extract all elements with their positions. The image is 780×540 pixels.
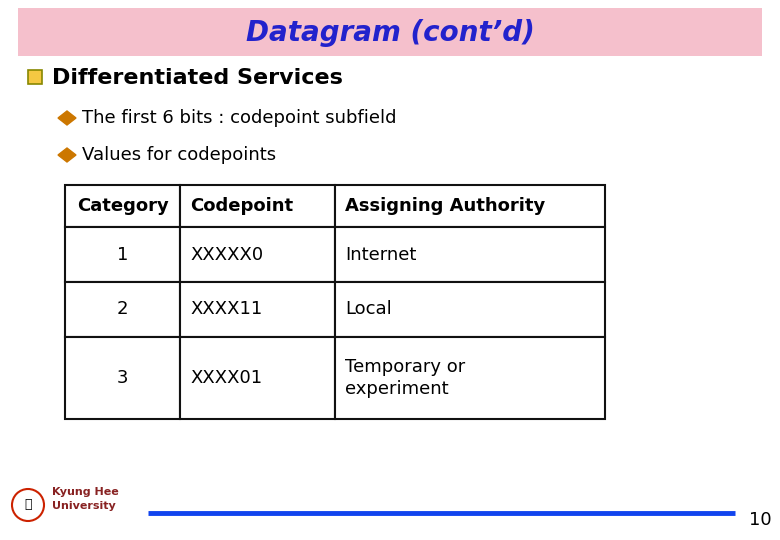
Bar: [18, 8, 762, 56]
Bar: [28, 70, 42, 84]
Text: 2: 2: [117, 300, 128, 319]
Bar: [180, 185, 335, 227]
Text: XXXX11: XXXX11: [190, 300, 262, 319]
Text: Assigning Authority: Assigning Authority: [345, 197, 545, 215]
Bar: [335, 185, 605, 227]
Bar: [335, 227, 605, 282]
Text: Values for codepoints: Values for codepoints: [82, 146, 276, 164]
Text: Internet: Internet: [345, 246, 417, 264]
Text: XXXXX0: XXXXX0: [190, 246, 263, 264]
Bar: [335, 282, 605, 337]
Text: 🏛: 🏛: [24, 498, 32, 511]
Text: The first 6 bits : codepoint subfield: The first 6 bits : codepoint subfield: [82, 109, 396, 127]
Text: Kyung Hee
University: Kyung Hee University: [52, 487, 119, 511]
Text: 10: 10: [749, 511, 771, 529]
Text: 3: 3: [117, 369, 128, 387]
Bar: [180, 337, 335, 419]
Text: 1: 1: [117, 246, 128, 264]
Bar: [180, 282, 335, 337]
Bar: [65, 282, 180, 337]
Text: Category: Category: [76, 197, 168, 215]
Text: XXXX01: XXXX01: [190, 369, 262, 387]
Polygon shape: [58, 148, 76, 162]
Text: Differentiated Services: Differentiated Services: [52, 68, 343, 88]
Bar: [65, 185, 180, 227]
Text: Codepoint: Codepoint: [190, 197, 293, 215]
Text: Datagram (cont’d): Datagram (cont’d): [246, 19, 534, 47]
Bar: [65, 337, 180, 419]
Text: Local: Local: [345, 300, 392, 319]
Bar: [65, 227, 180, 282]
Bar: [335, 337, 605, 419]
Polygon shape: [58, 111, 76, 125]
Text: Temporary or
experiment: Temporary or experiment: [345, 358, 465, 398]
Bar: [180, 227, 335, 282]
